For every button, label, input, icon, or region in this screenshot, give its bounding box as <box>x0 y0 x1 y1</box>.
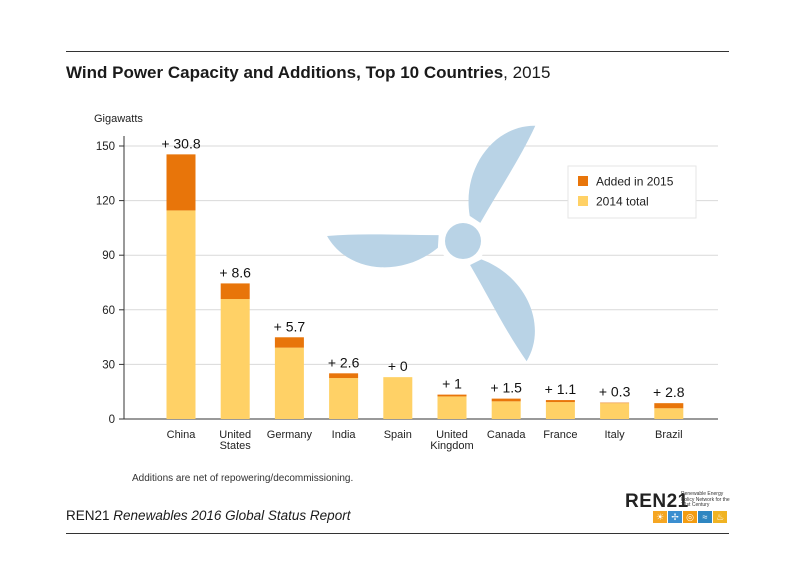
bar-added-2015 <box>600 402 630 404</box>
bar-added-2015 <box>545 400 575 403</box>
bar-added-2015 <box>654 403 684 409</box>
legend-label: 2014 total <box>596 195 649 209</box>
category-label: Brazil <box>655 429 683 441</box>
hydro-icon: ≈ <box>698 511 712 523</box>
data-label: + 30.8 <box>161 135 201 151</box>
footnote: Additions are net of repowering/decommis… <box>132 473 354 484</box>
chart-title-main: Wind Power Capacity and Additions, Top 1… <box>66 63 504 82</box>
y-axis-label: Gigawatts <box>94 113 143 125</box>
y-tick-label: 90 <box>102 250 115 262</box>
data-label: + 8.6 <box>219 264 251 280</box>
category-label: Canada <box>487 429 526 441</box>
turbine-blade <box>468 125 536 223</box>
y-tick-label: 150 <box>96 141 115 153</box>
bar-added-2015 <box>437 394 467 397</box>
geothermal-icon: ♨ <box>713 511 727 523</box>
logo-tagline: Renewable Energy Policy Network for the … <box>681 491 730 508</box>
legend-label: Added in 2015 <box>596 175 674 189</box>
y-tick-label: 120 <box>96 196 115 208</box>
bar-2014-total <box>491 401 521 419</box>
chart-title: Wind Power Capacity and Additions, Top 1… <box>66 63 550 83</box>
bar-added-2015 <box>220 283 250 300</box>
bottom-rule <box>66 533 729 534</box>
data-label: + 1.1 <box>545 381 577 397</box>
category-label: Spain <box>384 429 412 441</box>
source-line: REN21 Renewables 2016 Global Status Repo… <box>66 508 350 523</box>
category-label: India <box>332 429 357 441</box>
data-label: + 2.6 <box>328 354 360 370</box>
bar-2014-total <box>437 396 467 419</box>
wind-turbine-icon: ✢ <box>668 511 682 523</box>
chart-title-year: , 2015 <box>503 63 551 82</box>
legend-box <box>567 165 697 219</box>
bar-2014-total <box>654 408 684 419</box>
sun-icon: ☀ <box>653 511 667 523</box>
data-label: + 0 <box>388 358 408 374</box>
category-label: China <box>167 429 197 441</box>
bar-added-2015 <box>274 337 304 348</box>
bar-2014-total <box>600 403 630 419</box>
logo-icons: ☀ ✢ ◎ ≈ ♨ <box>653 511 727 523</box>
bar-2014-total <box>545 402 575 419</box>
category-label: Italy <box>605 429 626 441</box>
ren21-logo: REN21 Renewable Energy Policy Network fo… <box>625 491 733 523</box>
y-tick-label: 30 <box>102 359 115 371</box>
data-label: + 5.7 <box>274 318 306 334</box>
logo-wordmark: REN21 <box>625 491 689 512</box>
data-label: + 0.3 <box>599 384 631 400</box>
category-label: United States <box>219 429 251 452</box>
bar-2014-total <box>220 299 250 419</box>
wind-turbine-illustration <box>327 125 536 362</box>
bioenergy-icon: ◎ <box>683 511 697 523</box>
top-rule <box>66 51 729 52</box>
bar-added-2015 <box>166 154 196 211</box>
turbine-blade <box>327 234 439 268</box>
source-report: Renewables 2016 Global Status Report <box>113 508 351 523</box>
turbine-blade <box>470 259 535 362</box>
category-label: United Kingdom <box>430 429 473 452</box>
data-label: + 1 <box>442 376 462 392</box>
bar-2014-total <box>329 378 359 419</box>
legend-swatch <box>578 196 588 206</box>
data-label: + 2.8 <box>653 384 685 400</box>
category-label: France <box>543 429 577 441</box>
source-org: REN21 <box>66 508 110 523</box>
y-tick-label: 60 <box>102 305 115 317</box>
bar-2014-total <box>166 210 196 419</box>
category-label: Germany <box>267 429 313 441</box>
turbine-hub <box>445 223 481 259</box>
bar-2014-total <box>383 377 413 419</box>
bar-2014-total <box>274 347 304 419</box>
legend-swatch <box>578 176 588 186</box>
y-tick-label: 0 <box>109 414 115 426</box>
bar-added-2015 <box>491 398 521 402</box>
data-label: + 1.5 <box>490 380 522 396</box>
bar-added-2015 <box>329 373 359 379</box>
